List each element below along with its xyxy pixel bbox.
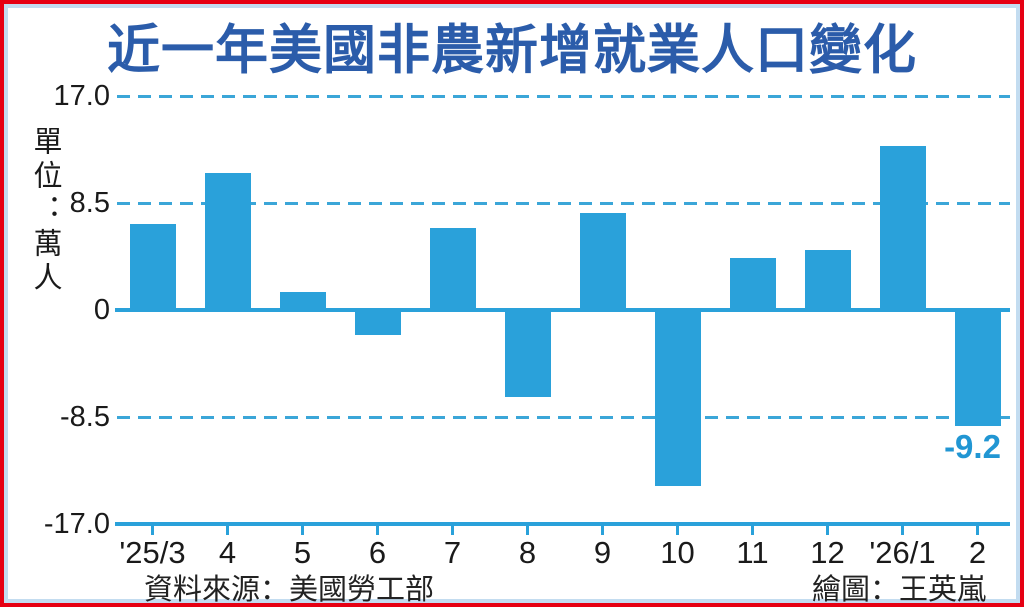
- x-axis-tick: [976, 526, 979, 535]
- bar-6: [355, 310, 401, 335]
- bar-7: [430, 228, 476, 310]
- bar-11: [730, 258, 776, 310]
- bar-12: [805, 250, 851, 310]
- gridline-17: [117, 95, 1010, 98]
- x-axis-tick: [226, 526, 229, 535]
- x-tick-label: 2: [928, 537, 1024, 569]
- x-axis-tick: [451, 526, 454, 535]
- bar-8: [505, 310, 551, 397]
- bar-4: [205, 173, 251, 310]
- x-axis-tick: [601, 526, 604, 535]
- bar-'25/3: [130, 224, 176, 310]
- bar-2: [955, 310, 1001, 426]
- x-axis-tick: [376, 526, 379, 535]
- y-tick-label: -17.0: [28, 509, 110, 539]
- bar-10: [655, 310, 701, 486]
- y-tick-label: 17.0: [28, 81, 110, 111]
- source-note: 資料來源：美國勞工部: [144, 566, 434, 608]
- x-axis-line: [115, 522, 1010, 526]
- x-axis-tick: [901, 526, 904, 535]
- gridline--8.5: [117, 416, 1010, 419]
- credit-note: 繪圖：王英嵐: [812, 566, 986, 608]
- x-axis-tick: [826, 526, 829, 535]
- x-axis-tick: [676, 526, 679, 535]
- x-axis-tick: [751, 526, 754, 535]
- bar-value-label: -9.2: [908, 428, 1024, 466]
- bar-9: [580, 213, 626, 310]
- x-axis-tick: [151, 526, 154, 535]
- y-tick-label: -8.5: [28, 402, 110, 432]
- x-axis-tick: [301, 526, 304, 535]
- bar-'26/1: [880, 146, 926, 310]
- zero-axis-line: [115, 308, 1010, 312]
- y-tick-label: 0: [28, 295, 110, 325]
- gridline-8.5: [117, 202, 1010, 205]
- y-tick-label: 8.5: [28, 188, 110, 218]
- x-axis-tick: [526, 526, 529, 535]
